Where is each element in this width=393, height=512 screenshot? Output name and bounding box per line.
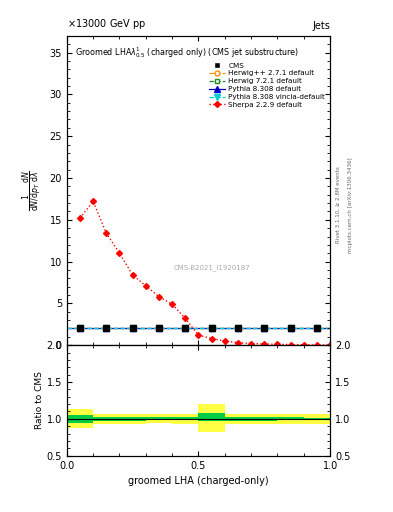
Y-axis label: $\frac{1}{\mathrm{d}N / \mathrm{d}p_T} \frac{\mathrm{d}N}{\mathrm{d}\lambda}$: $\frac{1}{\mathrm{d}N / \mathrm{d}p_T} \… <box>21 170 45 211</box>
Y-axis label: Ratio to CMS: Ratio to CMS <box>35 372 44 430</box>
Text: Jets: Jets <box>312 21 330 31</box>
Text: $\times$13000 GeV pp: $\times$13000 GeV pp <box>67 17 146 31</box>
Text: Rivet 3.1.10, ≥ 2.8M events: Rivet 3.1.10, ≥ 2.8M events <box>336 166 341 243</box>
Text: mcplots.cern.ch [arXiv:1306.3436]: mcplots.cern.ch [arXiv:1306.3436] <box>348 157 353 252</box>
Text: CMS-B2021_I1920187: CMS-B2021_I1920187 <box>173 265 250 271</box>
Text: Groomed LHA$\lambda^{1}_{0.5}$ (charged only) (CMS jet substructure): Groomed LHA$\lambda^{1}_{0.5}$ (charged … <box>75 45 299 60</box>
X-axis label: groomed LHA (charged-only): groomed LHA (charged-only) <box>128 476 269 486</box>
Legend: CMS, Herwig++ 2.7.1 default, Herwig 7.2.1 default, Pythia 8.308 default, Pythia : CMS, Herwig++ 2.7.1 default, Herwig 7.2.… <box>208 61 327 110</box>
